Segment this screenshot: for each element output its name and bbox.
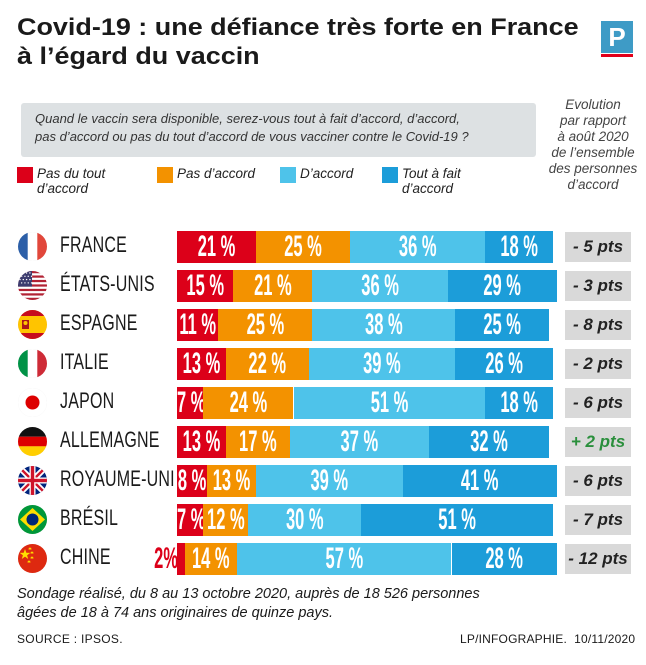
svg-text:P: P [608,22,625,52]
